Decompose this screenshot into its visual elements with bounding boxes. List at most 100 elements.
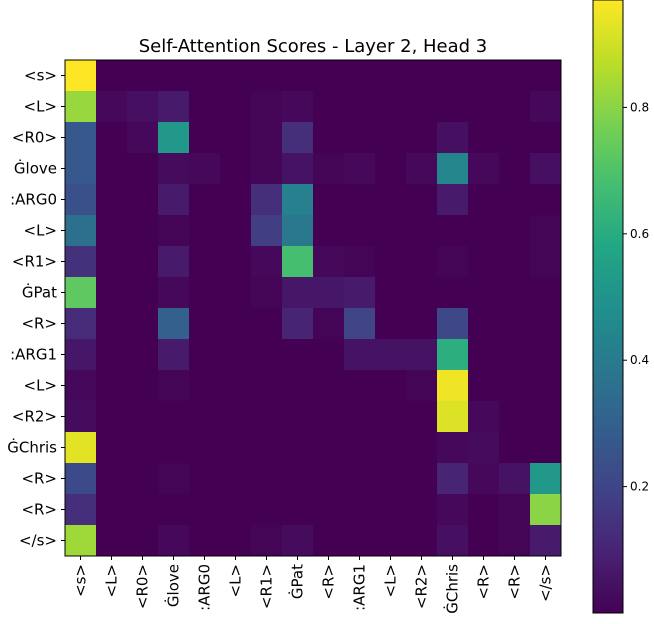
heatmap-cell (406, 215, 438, 247)
x-tick-label: <s> (72, 564, 90, 597)
heatmap-cell (220, 401, 252, 433)
heatmap-cell (96, 246, 128, 278)
heatmap-cell (468, 525, 500, 557)
heatmap-cell (220, 184, 252, 216)
heatmap-cell (468, 60, 500, 92)
heatmap-cell (313, 463, 345, 495)
heatmap-cell (158, 494, 190, 526)
heatmap-cell (65, 432, 97, 464)
heatmap-cell (344, 494, 376, 526)
heatmap-cell (282, 246, 314, 278)
x-axis: <s> <L> <R0> Ġlove:ARG0 <L> <R1> ĠPat <R>:ARG1 <… (72, 556, 555, 614)
heatmap-cell (344, 60, 376, 92)
heatmap-cell (437, 277, 469, 309)
heatmap-cell (406, 494, 438, 526)
heatmap-cell (96, 153, 128, 185)
y-tick-label: ĠChris (7, 438, 57, 457)
heatmap-cell (158, 91, 190, 123)
heatmap-cell (158, 463, 190, 495)
x-tick-label: <R0> (134, 564, 152, 609)
heatmap-cell (313, 432, 345, 464)
heatmap-cell (530, 494, 562, 526)
y-tick-label: <R0> (12, 129, 57, 147)
heatmap-cell (406, 525, 438, 557)
heatmap-cell (189, 215, 221, 247)
heatmap-cell (530, 215, 562, 247)
heatmap-cell (96, 277, 128, 309)
heatmap-cell (282, 277, 314, 309)
x-tick-label: <L> (103, 564, 121, 598)
heatmap-cell (158, 525, 190, 557)
heatmap-cell (65, 60, 97, 92)
heatmap-cell (499, 308, 531, 340)
heatmap-cell (344, 277, 376, 309)
heatmap-cell (65, 463, 97, 495)
heatmap-cell (127, 339, 159, 371)
x-tick-label: <R2> (413, 564, 431, 609)
heatmap-cell (127, 122, 159, 154)
heatmap-cell (220, 122, 252, 154)
heatmap-cell (220, 91, 252, 123)
y-tick-label: :ARG1 (10, 346, 57, 364)
heatmap-cell (375, 339, 407, 371)
heatmap-cell (189, 246, 221, 278)
x-tick-label: ĠChris (443, 564, 462, 614)
heatmap-cell (406, 308, 438, 340)
heatmap-cell (468, 153, 500, 185)
heatmap-cell (530, 246, 562, 278)
heatmap-cell (251, 401, 283, 433)
heatmap-cell (313, 494, 345, 526)
heatmap-cell (530, 525, 562, 557)
heatmap-cell (96, 525, 128, 557)
heatmap-cell (282, 91, 314, 123)
heatmap-cell (189, 525, 221, 557)
heatmap-cell (189, 339, 221, 371)
heatmap-cell (127, 277, 159, 309)
heatmap-cell (251, 215, 283, 247)
heatmap-cell (251, 122, 283, 154)
heatmap-cell (127, 153, 159, 185)
x-tick-label: <R1> (258, 564, 276, 609)
heatmap-cell (251, 463, 283, 495)
heatmap-cell (375, 246, 407, 278)
heatmap-cell (220, 339, 252, 371)
heatmap-cell (530, 122, 562, 154)
heatmap-cell (499, 215, 531, 247)
heatmap-cell (282, 184, 314, 216)
x-tick-label: <R> (320, 564, 338, 600)
heatmap-cell (313, 525, 345, 557)
y-tick-label: <L> (24, 98, 58, 116)
heatmap-cell (65, 246, 97, 278)
heatmap-cell (530, 339, 562, 371)
heatmap-cell (127, 463, 159, 495)
heatmap-cell (96, 184, 128, 216)
heatmap-cell (251, 91, 283, 123)
heatmap-cell (127, 525, 159, 557)
heatmap-cell (499, 153, 531, 185)
heatmap-cell (220, 432, 252, 464)
heatmap-cell (530, 308, 562, 340)
heatmap-cell (189, 277, 221, 309)
heatmap-cell (96, 91, 128, 123)
heatmap-cell (127, 184, 159, 216)
heatmap-cell (437, 122, 469, 154)
heatmap-cell (251, 277, 283, 309)
heatmap-cell (189, 91, 221, 123)
heatmap-cell (437, 525, 469, 557)
y-tick-label: </s> (19, 532, 57, 550)
heatmap-cell (313, 246, 345, 278)
heatmap-cell (499, 122, 531, 154)
heatmap-cell (437, 184, 469, 216)
colorbar (592, 0, 624, 614)
heatmap-cell (127, 308, 159, 340)
heatmap-cell (65, 277, 97, 309)
heatmap-cell (468, 463, 500, 495)
heatmap-cell (65, 184, 97, 216)
heatmap-cell (158, 246, 190, 278)
heatmap-cell (499, 525, 531, 557)
heatmap-cell (468, 494, 500, 526)
y-tick-label: ĠPat (22, 283, 57, 302)
heatmap-cell (282, 370, 314, 402)
heatmap-cell (530, 60, 562, 92)
heatmap-cell (375, 401, 407, 433)
